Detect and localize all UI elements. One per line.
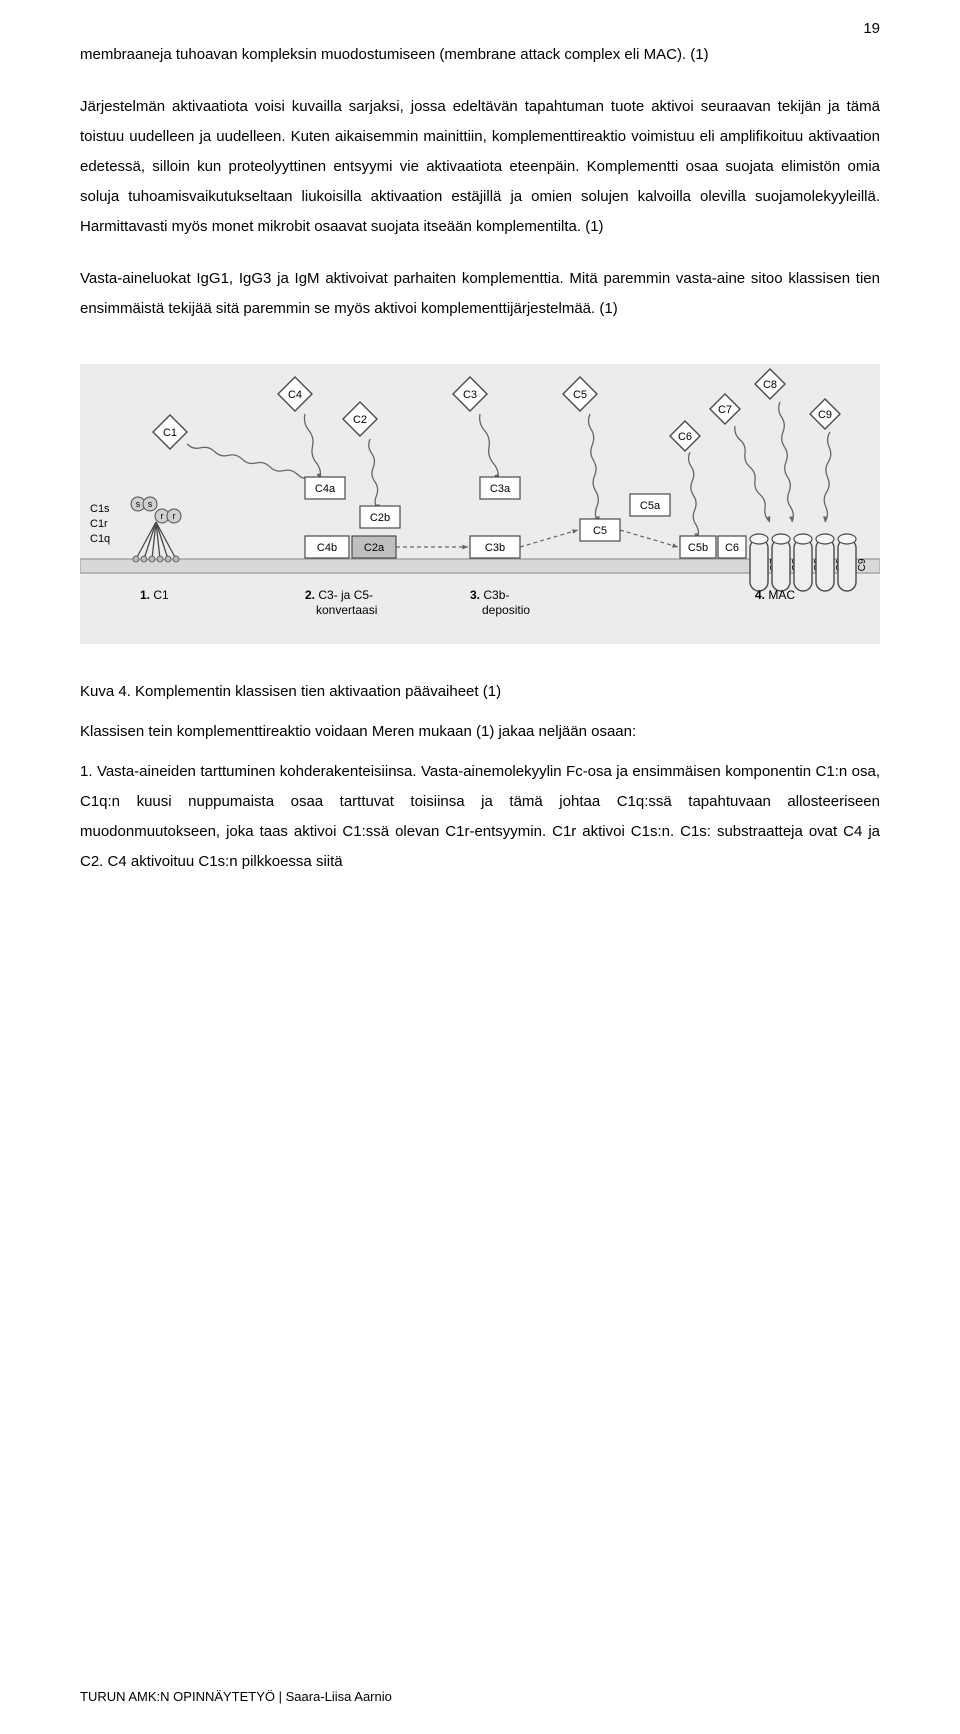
svg-text:C3: C3 bbox=[463, 389, 477, 401]
svg-text:3. C3b-: 3. C3b- bbox=[470, 588, 509, 602]
svg-text:C5a: C5a bbox=[640, 500, 661, 512]
svg-text:C6: C6 bbox=[725, 542, 739, 554]
complement-diagram: C1 C4 C2 C3 C5 C6 C7 C8 C9 C4a C2b C4b C2a C3a C3b C5 C5… bbox=[80, 364, 880, 644]
svg-text:C4b: C4b bbox=[317, 542, 337, 554]
svg-text:C1q: C1q bbox=[90, 533, 110, 545]
svg-text:C7: C7 bbox=[718, 404, 732, 416]
svg-text:C9: C9 bbox=[818, 409, 832, 421]
svg-text:r: r bbox=[173, 511, 176, 521]
body-paragraph-6: 1. Vasta-aineiden tarttuminen kohderaken… bbox=[80, 757, 880, 877]
svg-text:C1: C1 bbox=[163, 427, 177, 439]
body-paragraph-5: Klassisen tein komplementtireaktio voida… bbox=[80, 717, 880, 747]
svg-text:r: r bbox=[161, 511, 164, 521]
page-footer: TURUN AMK:N OPINNÄYTETYÖ | Saara-Liisa A… bbox=[80, 1689, 392, 1704]
svg-text:C2: C2 bbox=[353, 414, 367, 426]
svg-text:C2b: C2b bbox=[370, 512, 390, 524]
figure-caption: Kuva 4. Komplementin klassisen tien akti… bbox=[80, 677, 880, 707]
svg-text:C4a: C4a bbox=[315, 483, 336, 495]
svg-text:C6: C6 bbox=[678, 431, 692, 443]
svg-text:s: s bbox=[136, 499, 141, 509]
svg-text:C2a: C2a bbox=[364, 542, 385, 554]
svg-text:1. C1: 1. C1 bbox=[140, 588, 169, 602]
page-number: 19 bbox=[863, 20, 880, 37]
svg-text:C8: C8 bbox=[763, 379, 777, 391]
svg-text:2. C3- ja C5-: 2. C3- ja C5- bbox=[305, 588, 373, 602]
svg-text:C5b: C5b bbox=[688, 542, 708, 554]
svg-text:C9: C9 bbox=[857, 558, 868, 571]
svg-text:4. MAC: 4. MAC bbox=[755, 588, 795, 602]
body-paragraph-3: Vasta-aineluokat IgG1, IgG3 ja IgM aktiv… bbox=[80, 264, 880, 324]
body-paragraph-2: Järjestelmän aktivaatiota voisi kuvailla… bbox=[80, 92, 880, 242]
svg-text:C5: C5 bbox=[573, 389, 587, 401]
svg-text:konvertaasi: konvertaasi bbox=[316, 603, 377, 617]
svg-text:s: s bbox=[148, 499, 153, 509]
body-paragraph-1: membraaneja tuhoavan kompleksin muodostu… bbox=[80, 40, 880, 70]
svg-text:C1s: C1s bbox=[90, 503, 110, 515]
svg-text:C3a: C3a bbox=[490, 483, 511, 495]
svg-text:C1r: C1r bbox=[90, 518, 108, 530]
svg-text:C3b: C3b bbox=[485, 542, 505, 554]
svg-text:C4: C4 bbox=[288, 389, 302, 401]
svg-text:C5: C5 bbox=[593, 525, 607, 537]
svg-text:depositio: depositio bbox=[482, 603, 530, 617]
